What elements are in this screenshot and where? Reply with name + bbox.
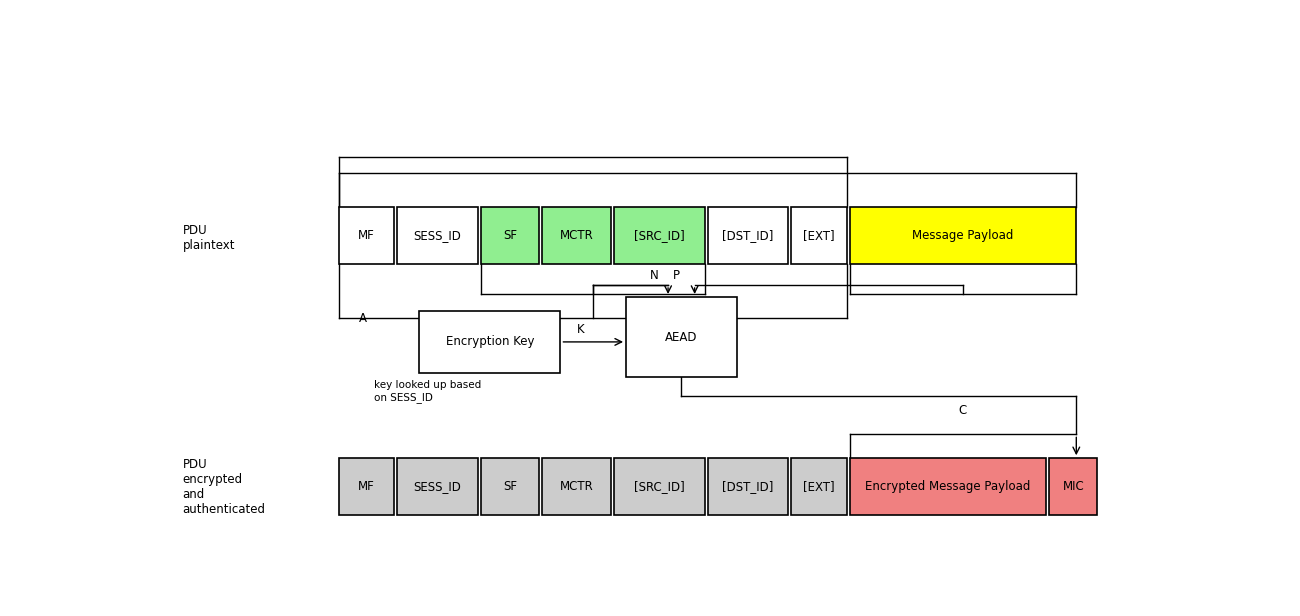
Text: [DST_ID]: [DST_ID] xyxy=(723,229,774,241)
Bar xyxy=(707,458,788,515)
Text: N: N xyxy=(650,269,659,282)
Bar xyxy=(792,207,846,264)
Text: key looked up based
on SESS_ID: key looked up based on SESS_ID xyxy=(374,381,481,403)
Text: MIC: MIC xyxy=(1062,480,1084,493)
Bar xyxy=(398,207,478,264)
Text: MF: MF xyxy=(358,229,374,241)
Text: AEAD: AEAD xyxy=(666,331,698,344)
Bar xyxy=(339,207,394,264)
Bar xyxy=(420,311,560,373)
Bar xyxy=(850,207,1076,264)
Bar xyxy=(339,458,394,515)
Text: [SRC_ID]: [SRC_ID] xyxy=(634,229,685,241)
Text: P: P xyxy=(673,269,680,282)
Text: Encryption Key: Encryption Key xyxy=(446,335,534,349)
Text: [DST_ID]: [DST_ID] xyxy=(723,480,774,493)
Bar xyxy=(1049,458,1097,515)
Bar xyxy=(792,458,846,515)
Text: MF: MF xyxy=(358,480,374,493)
Bar xyxy=(542,458,611,515)
Text: [EXT]: [EXT] xyxy=(803,480,835,493)
Text: [EXT]: [EXT] xyxy=(803,229,835,241)
Bar xyxy=(707,207,788,264)
Text: Message Payload: Message Payload xyxy=(913,229,1014,241)
Text: MCTR: MCTR xyxy=(560,480,594,493)
Bar xyxy=(481,458,540,515)
Text: SF: SF xyxy=(503,480,517,493)
Text: PDU
plaintext: PDU plaintext xyxy=(182,224,235,251)
Text: SESS_ID: SESS_ID xyxy=(413,480,462,493)
Text: SESS_ID: SESS_ID xyxy=(413,229,462,241)
Text: SF: SF xyxy=(503,229,517,241)
Bar xyxy=(481,207,540,264)
Bar xyxy=(614,207,705,264)
Text: Encrypted Message Payload: Encrypted Message Payload xyxy=(866,480,1031,493)
Text: PDU
encrypted
and
authenticated: PDU encrypted and authenticated xyxy=(182,458,265,516)
Text: K: K xyxy=(577,323,585,336)
Text: A: A xyxy=(359,312,367,325)
Text: MCTR: MCTR xyxy=(560,229,594,241)
Bar xyxy=(850,458,1046,515)
Text: C: C xyxy=(958,404,967,417)
Bar xyxy=(398,458,478,515)
Bar xyxy=(542,207,611,264)
Bar xyxy=(614,458,705,515)
Text: [SRC_ID]: [SRC_ID] xyxy=(634,480,685,493)
Bar xyxy=(627,297,737,378)
